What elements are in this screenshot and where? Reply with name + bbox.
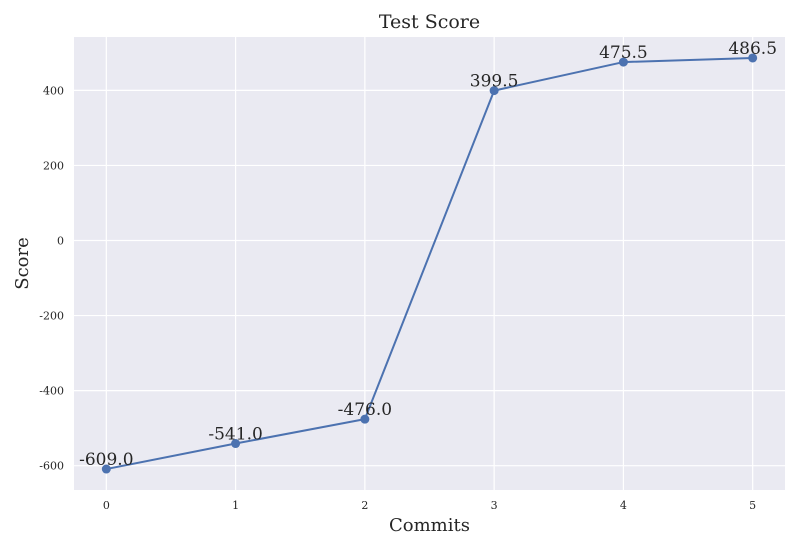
y-axis-label: Score — [12, 237, 33, 290]
data-point — [489, 86, 499, 96]
tick-labels: 0 1 2 3 4 5 -600 -400 -200 0 200 400 — [39, 84, 756, 512]
data-labels: -609.0 -541.0 -476.0 399.5 475.5 486.5 — [79, 39, 777, 470]
x-gridlines — [105, 37, 754, 490]
x-tick-label: 3 — [491, 499, 498, 512]
y-tick-label: 0 — [57, 235, 64, 248]
data-point — [360, 414, 370, 424]
data-label: -609.0 — [79, 450, 133, 470]
x-tick-label: 5 — [749, 499, 756, 512]
data-point — [231, 439, 241, 449]
data-label: -541.0 — [208, 425, 262, 445]
data-label: -476.0 — [338, 400, 392, 420]
y-tick-label: -200 — [39, 310, 64, 323]
series-line — [106, 56, 753, 471]
x-tick-label: 0 — [103, 499, 110, 512]
chart-title: Test Score — [379, 11, 480, 33]
x-axis-label: Commits — [389, 515, 470, 536]
data-label: 475.5 — [599, 43, 648, 63]
y-tick-label: -600 — [39, 460, 64, 473]
y-tick-label: 200 — [43, 159, 64, 172]
data-point — [618, 57, 628, 67]
plot-background — [74, 37, 785, 490]
y-tick-label: 400 — [43, 84, 64, 97]
data-label: 486.5 — [728, 39, 777, 59]
y-tick-label: -400 — [39, 385, 64, 398]
x-tick-label: 2 — [361, 499, 368, 512]
x-tick-label: 4 — [620, 499, 627, 512]
data-label: 399.5 — [470, 72, 519, 92]
data-point — [748, 53, 758, 63]
series-layer — [101, 53, 758, 474]
data-point — [101, 464, 111, 474]
y-gridlines — [74, 89, 785, 467]
x-tick-label: 1 — [232, 499, 239, 512]
